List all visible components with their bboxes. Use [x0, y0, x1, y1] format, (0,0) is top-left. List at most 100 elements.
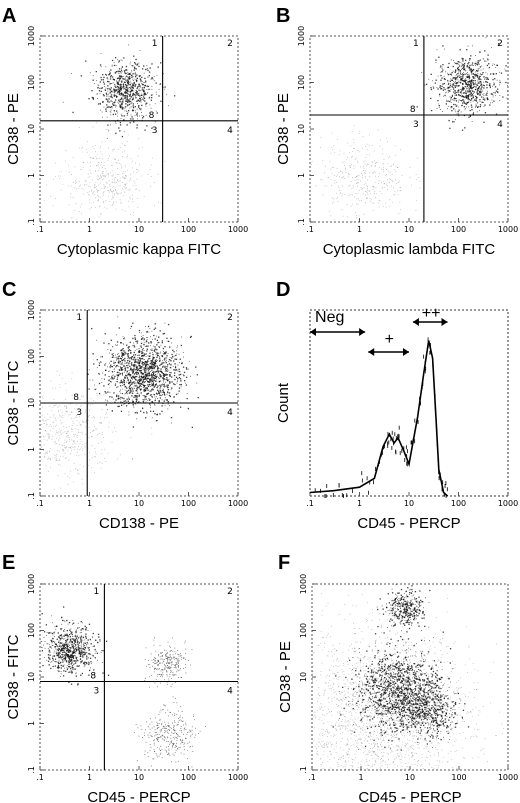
data-point: [337, 138, 338, 140]
data-point: [135, 76, 136, 78]
data-point: [154, 383, 157, 386]
data-point: [114, 101, 116, 103]
data-point: [484, 79, 486, 80]
data-point: [108, 452, 109, 454]
data-point: [98, 362, 100, 363]
data-point: [84, 650, 86, 652]
data-point: [465, 94, 467, 96]
data-point: [87, 416, 89, 418]
data-point: [66, 636, 68, 638]
data-point: [160, 392, 162, 394]
data-point: [165, 357, 167, 358]
data-point: [483, 93, 485, 95]
data-point: [164, 345, 166, 348]
data-point: [146, 387, 148, 389]
data-point: [330, 152, 332, 154]
data-point: [69, 646, 71, 648]
x-tick-label: 100: [181, 499, 196, 508]
data-point: [54, 440, 56, 442]
data-point: [64, 658, 67, 661]
data-point: [91, 467, 92, 469]
data-point: [109, 396, 111, 398]
data-point: [462, 64, 464, 66]
y-tick-label: 10: [297, 124, 306, 134]
data-point: [164, 392, 165, 394]
data-point: [78, 648, 79, 650]
data-point: [84, 647, 87, 649]
data-point: [105, 73, 106, 75]
x-tick-label: 100: [451, 225, 466, 234]
data-point: [59, 437, 61, 439]
data-point: [339, 190, 340, 192]
data-point: [105, 363, 107, 365]
data-point: [145, 68, 147, 71]
data-point: [40, 436, 42, 437]
data-point: [108, 93, 109, 95]
data-point: [458, 69, 460, 71]
data-point: [53, 650, 55, 652]
data-point: [151, 89, 153, 90]
data-point: [85, 627, 88, 629]
gate-label: 8: [410, 105, 416, 115]
data-point: [353, 185, 354, 187]
data-point: [70, 193, 72, 195]
data-point: [63, 649, 65, 651]
data-point: [47, 434, 49, 436]
data-point: [114, 104, 116, 106]
data-point: [133, 82, 136, 84]
data-point: [126, 115, 128, 116]
data-point: [58, 636, 60, 638]
data-point: [140, 358, 141, 360]
data-point: [464, 102, 466, 104]
data-point: [89, 452, 90, 453]
data-point: [78, 660, 79, 662]
data-point: [170, 337, 172, 340]
data-point: [447, 66, 449, 69]
data-point: [139, 89, 141, 92]
data-point: [84, 664, 86, 666]
data-point: [100, 176, 102, 178]
data-point: [135, 94, 137, 96]
data-point: [67, 661, 70, 663]
data-point: [327, 177, 329, 178]
data-point: [147, 384, 149, 386]
data-point: [479, 99, 481, 101]
data-point: [131, 356, 134, 358]
data-point: [121, 106, 123, 108]
data-point: [81, 641, 83, 643]
data-point: [140, 78, 142, 80]
data-point: [64, 660, 66, 662]
data-point: [109, 185, 111, 187]
data-point: [89, 202, 91, 204]
data-point: [150, 427, 152, 429]
data-point: [114, 90, 116, 93]
data-point: [81, 433, 83, 435]
data-point: [93, 456, 95, 458]
data-point: [107, 186, 109, 188]
data-point: [79, 399, 81, 400]
data-point: [74, 408, 75, 410]
data-point: [57, 410, 59, 412]
data-point: [62, 651, 64, 653]
data-point: [149, 399, 151, 401]
data-point: [87, 373, 89, 375]
data-point: [123, 364, 125, 366]
data-point: [107, 409, 109, 410]
data-point: [180, 380, 182, 382]
x-axis-label: CD45 - PERCP: [87, 789, 190, 803]
data-point: [142, 365, 144, 366]
data-point: [130, 358, 133, 360]
data-point: [101, 187, 103, 189]
data-point: [75, 675, 77, 677]
data-point: [113, 185, 115, 187]
data-point: [98, 103, 100, 105]
data-point: [471, 92, 473, 93]
data-point: [59, 642, 61, 644]
data-point: [455, 104, 457, 105]
data-point: [135, 398, 137, 401]
data-point: [123, 195, 125, 197]
data-point: [65, 655, 67, 657]
data-point: [124, 92, 126, 94]
data-point: [117, 353, 118, 355]
data-point: [125, 176, 127, 178]
